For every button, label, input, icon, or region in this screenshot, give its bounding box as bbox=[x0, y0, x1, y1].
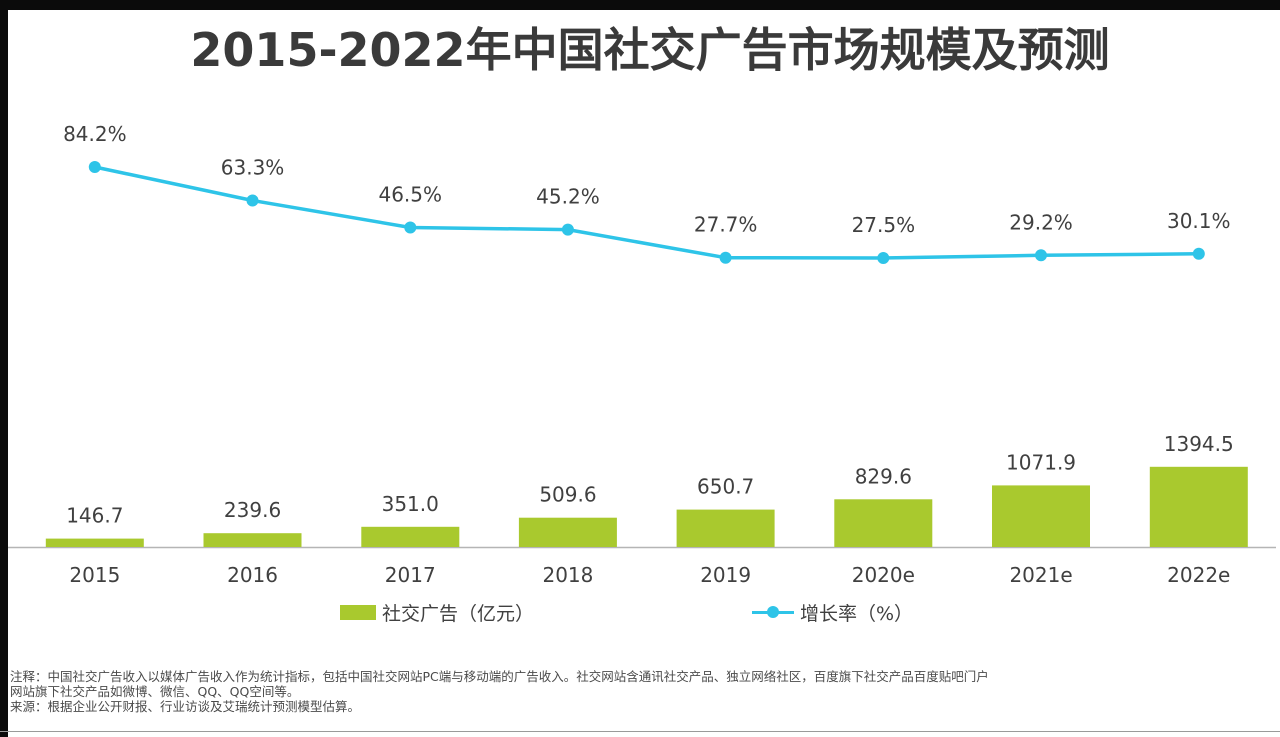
legend-label-line: 增长率（%） bbox=[800, 602, 914, 625]
note-line-3: 来源：根据企业公开财报、行业访谈及艾瑞统计预测模型估算。 bbox=[10, 699, 361, 714]
growth-label-2015: 84.2% bbox=[63, 122, 127, 146]
bar-2017 bbox=[361, 526, 460, 547]
growth-label-2019: 27.7% bbox=[694, 213, 758, 237]
note-line-1: 注释：中国社交广告收入以媒体广告收入作为统计指标，包括中国社交网站PC端与移动端… bbox=[10, 669, 989, 684]
x-tick-label-2018: 2018 bbox=[542, 563, 593, 587]
x-tick-label-2019: 2019 bbox=[700, 563, 751, 587]
growth-label-2018: 45.2% bbox=[536, 185, 600, 209]
bar-2020e bbox=[834, 499, 933, 547]
bar-2021e bbox=[992, 485, 1090, 547]
growth-label-2016: 63.3% bbox=[221, 156, 285, 180]
x-tick-label-2021e: 2021e bbox=[1009, 563, 1072, 587]
legend-item-bar: 社交广告（亿元） bbox=[340, 598, 534, 626]
x-tick-label-2016: 2016 bbox=[227, 563, 278, 587]
note-line-2: 网站旗下社交产品如微博、微信、QQ、QQ空间等。 bbox=[10, 684, 300, 699]
legend-swatch-bar bbox=[340, 604, 376, 620]
bar-label-2020e: 829.6 bbox=[855, 464, 912, 488]
bottom-rule bbox=[0, 731, 1280, 732]
legend-swatch-line bbox=[752, 602, 794, 622]
top-border bbox=[0, 0, 1280, 10]
x-tick-label-2015: 2015 bbox=[69, 563, 120, 587]
growth-point-2015 bbox=[88, 161, 101, 173]
bar-2022e bbox=[1149, 466, 1248, 547]
bar-label-2021e: 1071.9 bbox=[1006, 450, 1076, 474]
bar-label-2022e: 1394.5 bbox=[1164, 432, 1234, 456]
x-tick-label-2020e: 2020e bbox=[852, 563, 915, 587]
bar-label-2018: 509.6 bbox=[539, 483, 596, 507]
growth-label-2021e: 29.2% bbox=[1009, 210, 1073, 234]
bar-label-2016: 239.6 bbox=[224, 498, 281, 522]
growth-point-2017 bbox=[404, 221, 417, 234]
growth-point-2020e bbox=[877, 252, 890, 264]
bar-2016 bbox=[203, 533, 302, 547]
bar-label-2015: 146.7 bbox=[66, 504, 123, 528]
growth-rate-line bbox=[94, 165, 1199, 260]
legend-item-line: 增长率（%） bbox=[752, 598, 913, 626]
chart-title: 2015-2022年中国社交广告市场规模及预测 bbox=[190, 23, 1110, 77]
bar-2019 bbox=[676, 509, 775, 547]
growth-point-2018 bbox=[561, 223, 574, 236]
growth-point-2022e bbox=[1192, 247, 1205, 260]
x-tick-label-2017: 2017 bbox=[385, 563, 436, 587]
bar-2015 bbox=[45, 538, 144, 547]
footnotes: 注释：中国社交广告收入以媒体广告收入作为统计指标，包括中国社交网站PC端与移动端… bbox=[10, 669, 1272, 714]
growth-label-2017: 46.5% bbox=[378, 183, 442, 207]
left-border bbox=[0, 0, 8, 737]
bar-label-2019: 650.7 bbox=[697, 475, 754, 499]
x-tick-label-2022e: 2022e bbox=[1167, 563, 1230, 587]
legend-label-bar: 社交广告（亿元） bbox=[382, 602, 535, 625]
growth-label-2022e: 30.1% bbox=[1167, 209, 1231, 233]
bar-label-2017: 351.0 bbox=[382, 492, 439, 516]
growth-point-2016 bbox=[246, 194, 259, 207]
growth-label-2020e: 27.5% bbox=[852, 213, 916, 237]
growth-point-2019 bbox=[719, 251, 732, 264]
growth-point-2021e bbox=[1035, 249, 1047, 262]
bar-2018 bbox=[518, 517, 617, 547]
